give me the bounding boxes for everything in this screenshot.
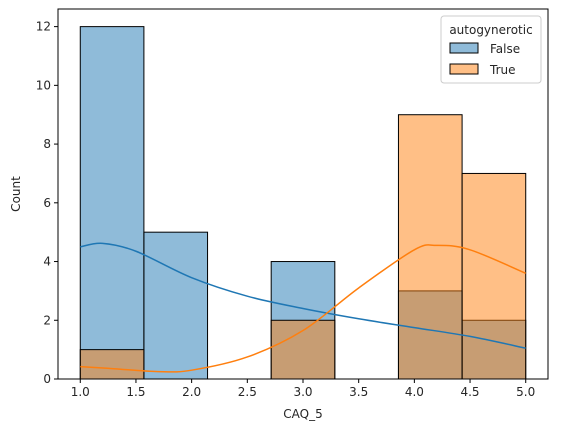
legend-swatch-true [449, 63, 479, 75]
bar-true-3 [270, 319, 336, 380]
bar-false-1 [143, 231, 209, 380]
y-tick-label: 8 [43, 137, 51, 151]
legend-swatch-false [449, 42, 479, 54]
y-tick-label: 6 [43, 196, 51, 210]
x-tick-label: 4.0 [405, 385, 424, 399]
x-tick-label: 1.5 [126, 385, 145, 399]
bar-false-0 [79, 26, 145, 380]
legend-label-true: True [489, 63, 516, 77]
y-tick-label: 4 [43, 255, 51, 269]
y-tick-label: 0 [43, 372, 51, 386]
x-tick-label: 2.5 [238, 385, 257, 399]
x-axis-ticks: 1.0 1.5 2.0 2.5 3.0 3.5 4.0 4.5 5.0 [71, 379, 535, 399]
x-tick-label: 3.0 [293, 385, 312, 399]
x-tick-label: 3.5 [349, 385, 368, 399]
legend-label-false: False [490, 42, 520, 56]
y-axis-ticks: 0 2 4 6 8 10 12 [36, 20, 58, 386]
bar-true-6 [461, 172, 527, 380]
y-tick-label: 2 [43, 313, 51, 327]
y-tick-label: 12 [36, 20, 51, 34]
bar-true-5 [397, 114, 463, 380]
x-tick-label: 2.0 [182, 385, 201, 399]
legend: autogynerotic False True [440, 15, 542, 84]
x-tick-label: 4.5 [460, 385, 479, 399]
y-tick-label: 10 [36, 78, 51, 92]
x-tick-label: 5.0 [516, 385, 535, 399]
kde-line-false [80, 242, 526, 349]
x-axis-label: CAQ_5 [283, 407, 322, 421]
legend-title: autogynerotic [449, 23, 532, 37]
kde-line-true [80, 244, 527, 373]
kde-curves [80, 242, 527, 373]
bar-true-0 [79, 349, 145, 380]
y-axis-label: Count [9, 176, 23, 212]
x-tick-label: 1.0 [71, 385, 90, 399]
